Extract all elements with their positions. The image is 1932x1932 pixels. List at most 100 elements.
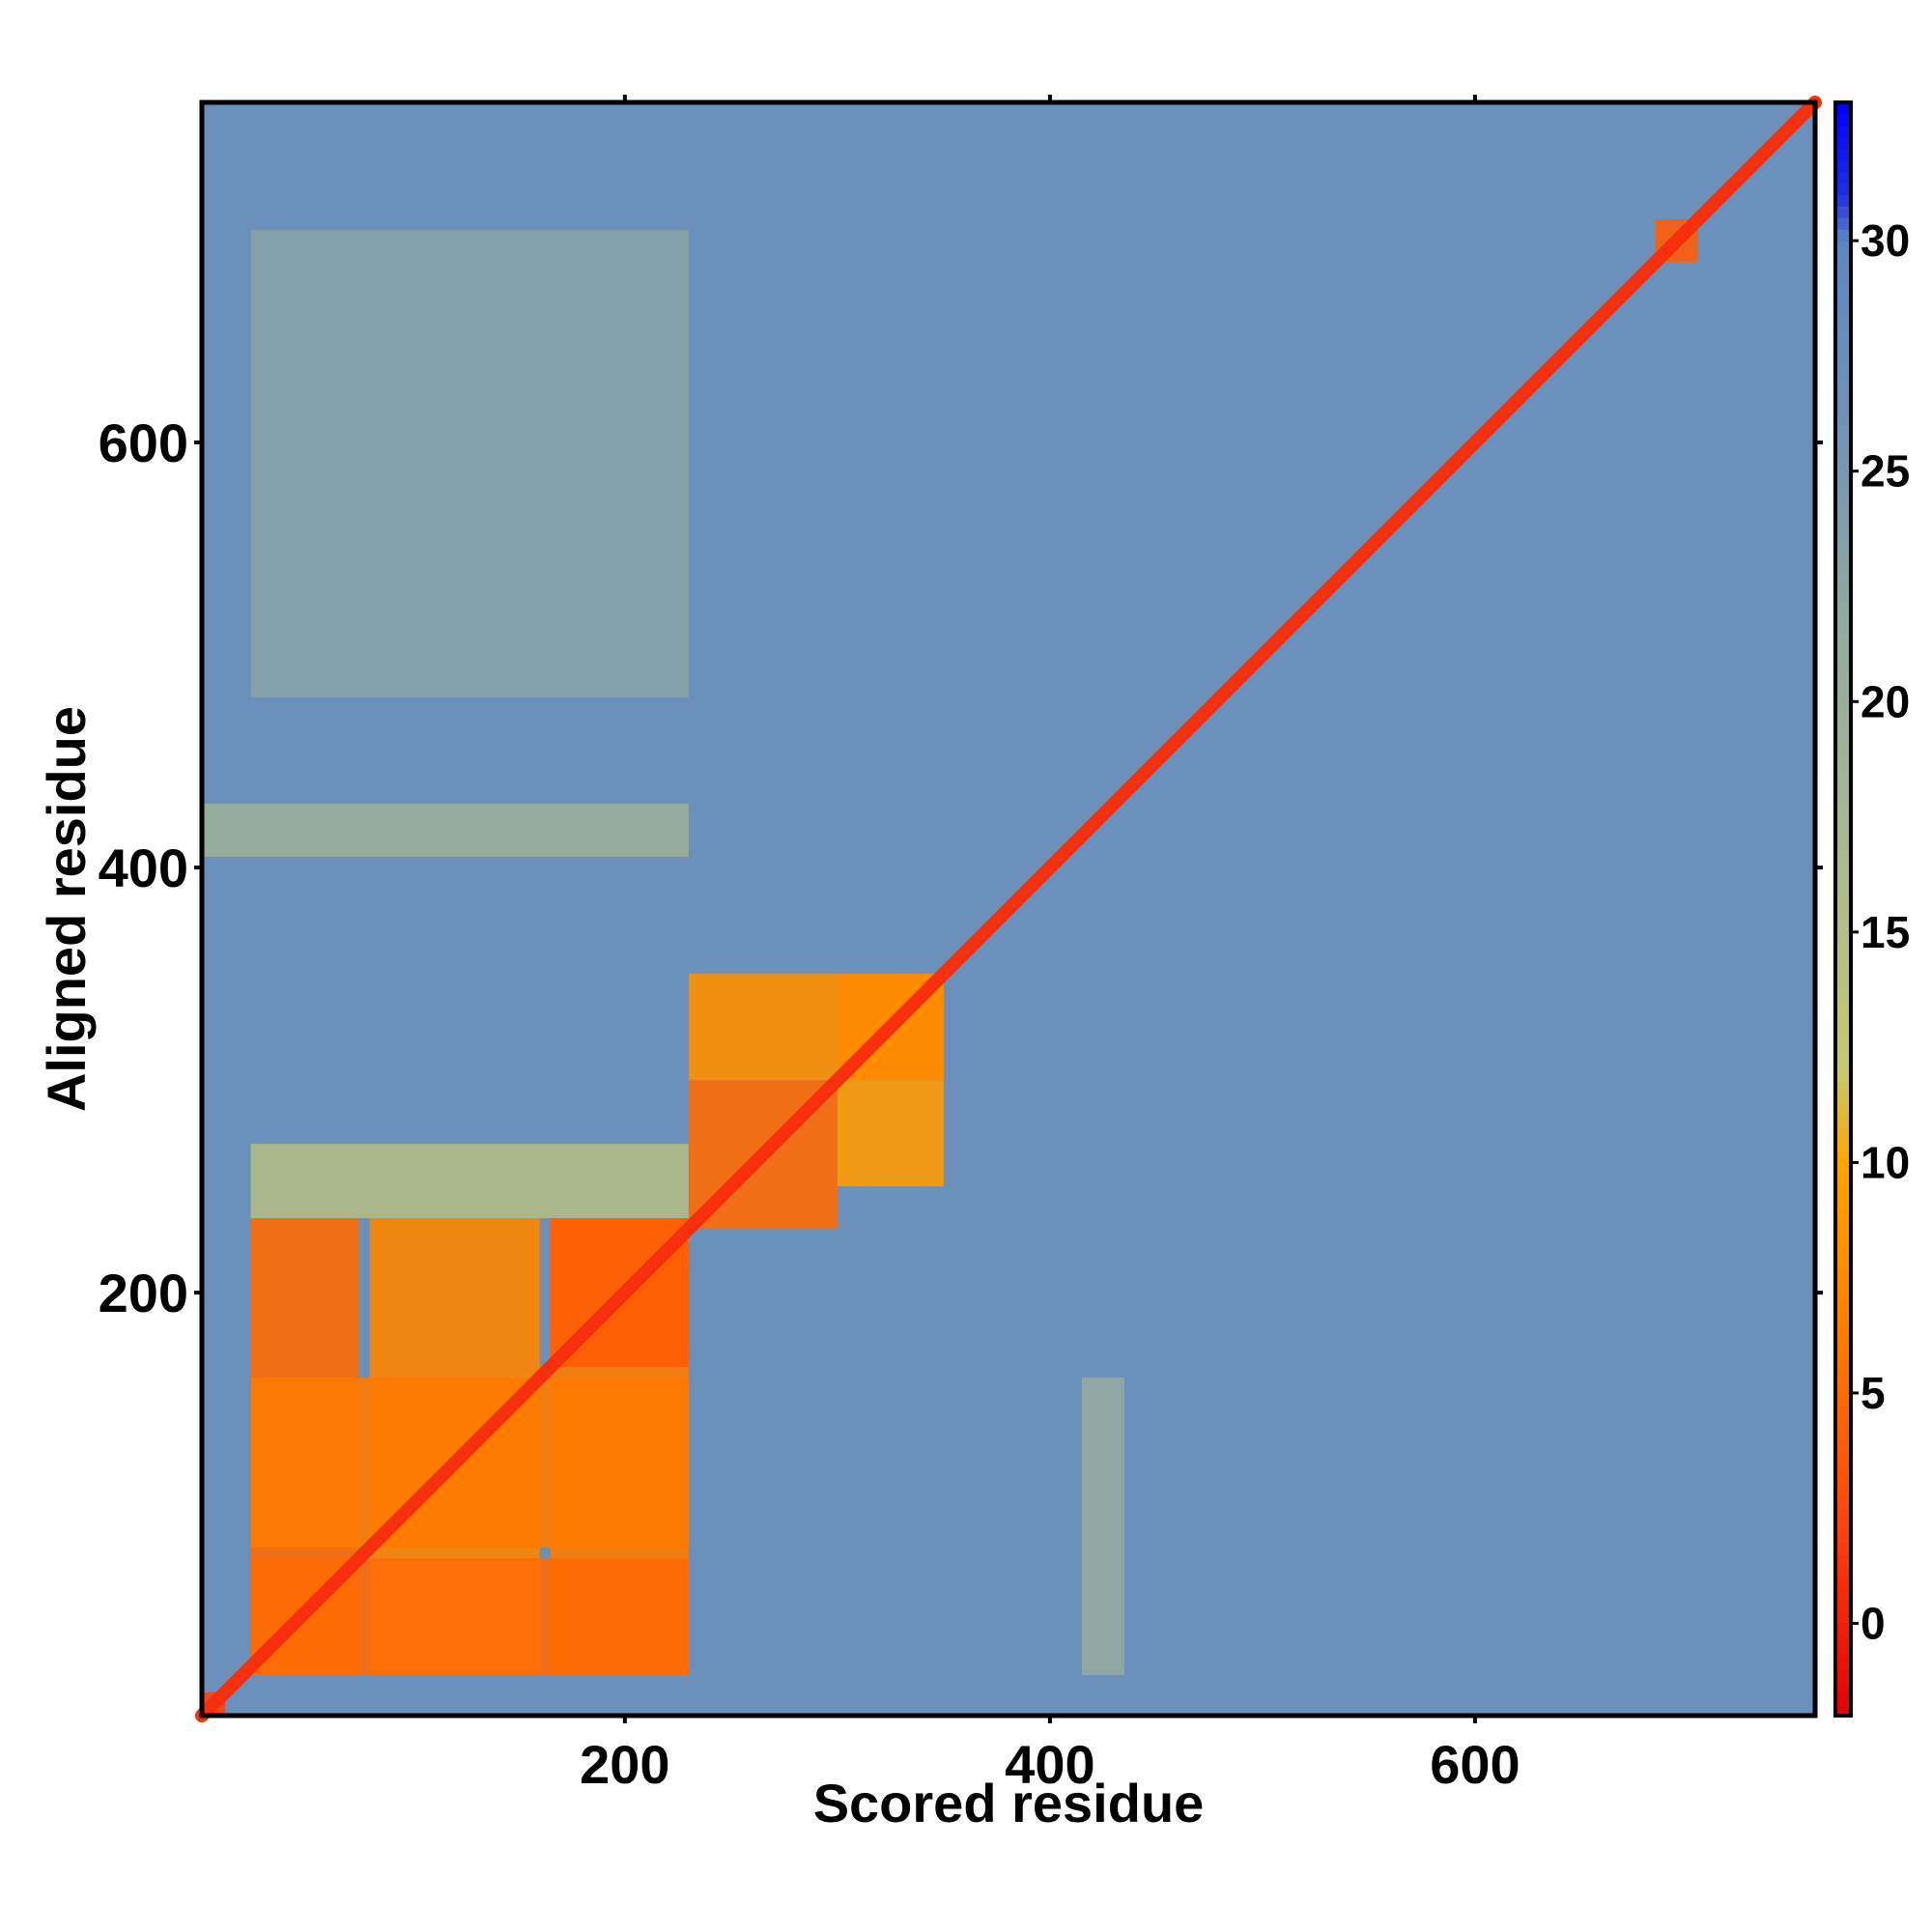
colorbar-segment: [1837, 1554, 1849, 1567]
colorbar-segment: [1837, 1093, 1849, 1106]
colorbar-segment: [1837, 1704, 1849, 1717]
heatmap-cells: [195, 96, 1822, 1722]
colorbar-segment: [1837, 943, 1849, 956]
colorbar-segment: [1837, 1323, 1849, 1336]
colorbar-tick-label: 20: [1861, 676, 1910, 726]
heatmap-block: [837, 1080, 944, 1187]
colorbar-segment: [1837, 1508, 1849, 1520]
colorbar-segment: [1837, 194, 1849, 207]
colorbar-segment: [1837, 586, 1849, 599]
colorbar-segment: [1837, 828, 1849, 841]
colorbar-segment: [1837, 1496, 1849, 1509]
y-axis: 200 400 600: [99, 412, 1823, 1323]
colorbar-segment: [1837, 482, 1849, 496]
colorbar-tick-label: 25: [1861, 446, 1910, 497]
colorbar-segment: [1837, 459, 1849, 472]
colorbar-segment: [1837, 309, 1849, 323]
colorbar-segment: [1837, 505, 1849, 519]
colorbar-segment: [1837, 1600, 1849, 1613]
colorbar-segment: [1837, 690, 1849, 702]
colorbar-segment: [1837, 402, 1849, 414]
colorbar-segment: [1837, 148, 1849, 161]
colorbar-segment: [1837, 1185, 1849, 1198]
colorbar-segment: [1837, 344, 1849, 357]
colorbar-segment: [1837, 989, 1849, 1003]
colorbar-segment: [1837, 1438, 1849, 1452]
colorbar-segment: [1837, 217, 1849, 230]
colorbar-segment: [1837, 1024, 1849, 1037]
colorbar-segment: [1837, 540, 1849, 553]
colorbar-segment: [1837, 171, 1849, 185]
colorbar-segment: [1837, 724, 1849, 737]
colorbar-segment: [1837, 874, 1849, 887]
colorbar-tick-label: 30: [1861, 215, 1910, 266]
colorbar-segment: [1837, 1277, 1849, 1291]
colorbar-segment: [1837, 620, 1849, 634]
heatmap-block: [250, 1558, 689, 1676]
y-tick-label: 200: [99, 1263, 188, 1323]
colorbar-segment: [1837, 425, 1849, 438]
colorbar-segment: [1837, 966, 1849, 980]
colorbar-segment: [1837, 1312, 1849, 1325]
colorbar-segment: [1837, 1127, 1849, 1141]
colorbar-segment: [1837, 609, 1849, 622]
colorbar-segment: [1837, 1370, 1849, 1382]
colorbar-segment: [1837, 1658, 1849, 1670]
colorbar-segment: [1837, 1265, 1849, 1279]
colorbar-segment: [1837, 1669, 1849, 1682]
colorbar-segment: [1837, 713, 1849, 725]
colorbar-segment: [1837, 931, 1849, 945]
colorbar-segment: [1837, 897, 1849, 910]
colorbar-segment: [1837, 1415, 1849, 1429]
colorbar-segment: [1837, 1059, 1849, 1071]
colorbar-segment: [1837, 1634, 1849, 1648]
colorbar-segment: [1837, 1254, 1849, 1267]
colorbar-segment: [1837, 1520, 1849, 1532]
colorbar-segment: [1837, 113, 1849, 127]
y-axis-title: Aligned residue: [36, 706, 97, 1112]
x-tick-label: 200: [580, 1734, 669, 1795]
colorbar-segment: [1837, 286, 1849, 299]
colorbar-segment: [1837, 447, 1849, 461]
colorbar-segment: [1837, 632, 1849, 645]
colorbar-segment: [1837, 770, 1849, 783]
colorbar-segment: [1837, 575, 1849, 587]
colorbar-segment: [1837, 1427, 1849, 1440]
colorbar-segment: [1837, 528, 1849, 541]
colorbar-segment: [1837, 1462, 1849, 1475]
colorbar-segment: [1837, 1611, 1849, 1625]
colorbar-segment: [1837, 1381, 1849, 1394]
colorbar: 0 5 10 15 20 25 30: [1833, 100, 1910, 1718]
colorbar-segment: [1837, 1692, 1849, 1705]
colorbar-segment: [1837, 1001, 1849, 1013]
colorbar-segment: [1837, 1036, 1849, 1048]
colorbar-segment: [1837, 1139, 1849, 1152]
colorbar-segment: [1837, 436, 1849, 449]
colorbar-segment: [1837, 736, 1849, 749]
colorbar-segment: [1837, 206, 1849, 218]
colorbar-segment: [1837, 1151, 1849, 1164]
colorbar-segment: [1837, 390, 1849, 403]
y-tick-label: 600: [99, 412, 188, 473]
heatmap-band: [1081, 1378, 1124, 1676]
colorbar-segment: [1837, 264, 1849, 276]
y-tick-label: 400: [99, 838, 188, 898]
colorbar-segment: [1837, 886, 1849, 898]
colorbar-segment: [1837, 909, 1849, 922]
colorbar-segment: [1837, 954, 1849, 968]
colorbar-tick-label: 10: [1861, 1137, 1910, 1187]
colorbar-segment: [1837, 1070, 1849, 1083]
colorbar-segment: [1837, 494, 1849, 507]
colorbar-segment: [1837, 1081, 1849, 1094]
colorbar-segment: [1837, 1104, 1849, 1118]
colorbar-segment: [1837, 125, 1849, 138]
plot-frame: [199, 99, 1818, 1719]
colorbar-segment: [1837, 1588, 1849, 1602]
colorbar-segment: [1837, 920, 1849, 933]
colorbar-segment: [1837, 1531, 1849, 1544]
colorbar-segment: [1837, 597, 1849, 611]
colorbar-segment: [1837, 102, 1849, 115]
colorbar-segment: [1837, 1577, 1849, 1590]
heatmap-block: [250, 1378, 689, 1548]
colorbar-segment: [1837, 643, 1849, 657]
